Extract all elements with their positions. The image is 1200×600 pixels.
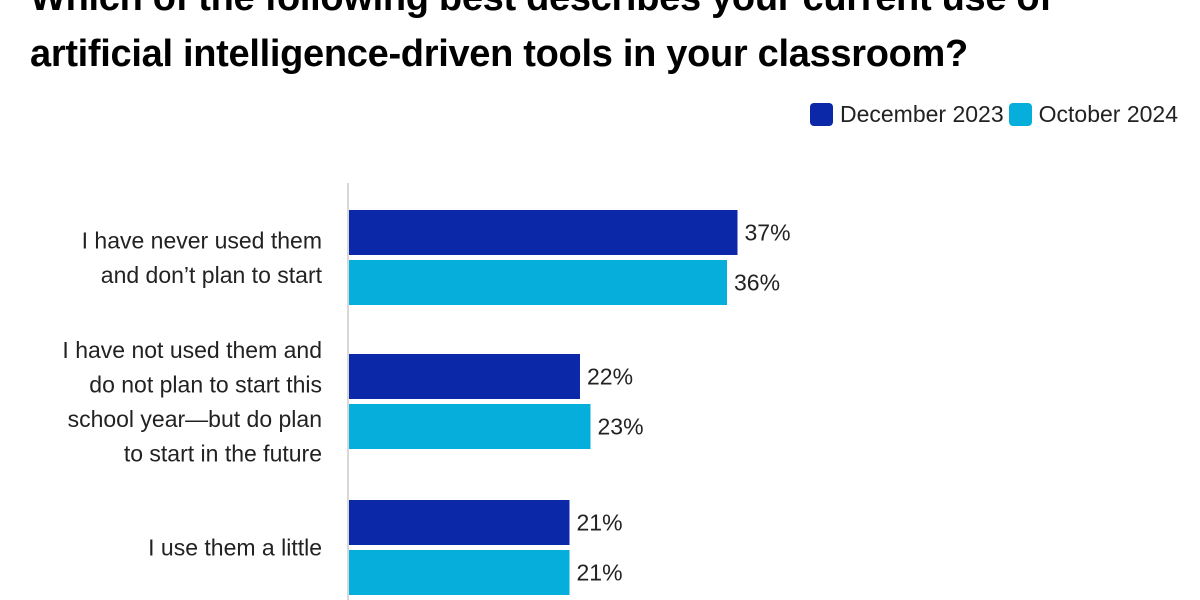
chart-title-line-2: artificial intelligence-driven tools in … <box>30 33 968 75</box>
legend-label-october-2024: October 2024 <box>1038 101 1178 127</box>
legend-label-december-2023: December 2023 <box>839 101 1004 127</box>
legend-swatch-october-2024 <box>1008 103 1032 126</box>
chart-legend: December 2023 October 2024 <box>809 101 1178 128</box>
legend-swatch-december-2023 <box>809 103 833 126</box>
category-label-3: I use them a little <box>148 535 322 561</box>
legend-item-october-2024: October 2024 <box>1008 101 1178 128</box>
category-label-2: I have not used them and do not plan to s… <box>62 337 322 467</box>
chart-title-line-1: Which of the following best describes yo… <box>30 0 1052 21</box>
value-label-cat2-series2: 23% <box>598 414 644 440</box>
category-label-1: I have never used them and don’t plan to … <box>82 227 323 288</box>
legend-item-december-2023: December 2023 <box>809 101 1004 128</box>
value-label-cat1-series2: 36% <box>734 270 780 296</box>
bar-cat1-series1 <box>349 210 738 255</box>
value-label-cat1-series1: 37% <box>745 220 791 246</box>
value-label-cat3-series2: 21% <box>577 560 623 586</box>
bar-cat3-series2 <box>349 550 570 595</box>
bar-cat2-series1 <box>349 354 580 399</box>
bar-cat2-series2 <box>349 404 591 449</box>
bar-cat3-series1 <box>349 500 570 545</box>
value-label-cat3-series1: 21% <box>577 510 623 536</box>
value-label-cat2-series1: 22% <box>587 364 633 390</box>
bar-cat1-series2 <box>349 260 727 305</box>
